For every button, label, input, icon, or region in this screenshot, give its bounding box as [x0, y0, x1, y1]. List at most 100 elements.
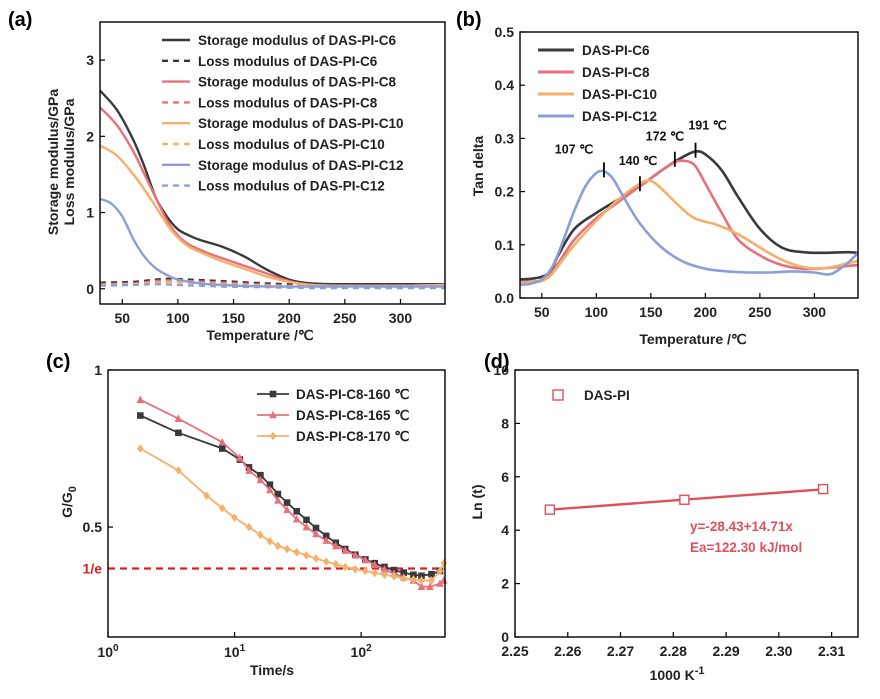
panel-c-label: (c) [46, 351, 70, 373]
data-point [175, 466, 182, 475]
data-point [361, 555, 370, 564]
data-point [266, 536, 274, 546]
x-tick-label: 150 [639, 304, 663, 320]
panel-c-ylabel: G/G0 [59, 486, 79, 518]
legend-label: DAS-PI-C8-165 ℃ [296, 408, 410, 423]
panel-a-ticks: 50 100 150 200 250 300 0 1 2 3 [86, 52, 412, 326]
y-tick-label: 6 [501, 469, 509, 485]
data-point [137, 444, 144, 453]
panel-b: (b) 50 100 150 200 250 3000.00.10.20.30.40.5 … [456, 9, 859, 347]
x-tick-label: 200 [694, 304, 718, 320]
data-point [274, 490, 282, 498]
panel-c-frame [107, 369, 446, 638]
panel-c-xlabel: Time/s [250, 662, 294, 678]
y-tick-label: 1 [94, 362, 102, 378]
data-point [410, 571, 417, 579]
y-tick-label: 0.2 [495, 184, 515, 200]
legend-label: DAS-PI-C8-170 ℃ [296, 429, 410, 444]
y-tick-label: 3 [86, 52, 94, 68]
data-point [312, 524, 320, 532]
legend-label: DAS-PI-C8 [582, 65, 650, 80]
legend-label: Storage modulus of DAS-PI-C8 [198, 75, 397, 90]
data-point [203, 491, 210, 500]
data-point [218, 437, 227, 446]
panel-d-plot [544, 483, 829, 515]
x-tick-label: 150 [222, 310, 246, 326]
panel-b-legend: DAS-PI-C6 DAS-PI-C8 DAS-PI-C10 DAS-PI-C12 [538, 43, 657, 124]
panel-a-frame [99, 21, 446, 305]
data-point [175, 429, 182, 437]
panel-a-ylabel-loss: Loss modulus/GPa [61, 98, 77, 225]
x-tick-label: 250 [748, 304, 772, 320]
data-point [417, 582, 426, 591]
y-tick-label: 4 [501, 522, 509, 538]
data-point [380, 565, 389, 573]
panel-b-plot [519, 150, 859, 286]
data-point [245, 466, 253, 474]
data-point [544, 504, 556, 515]
y-tick-label: 8 [501, 415, 509, 431]
data-point [418, 572, 425, 580]
data-point [351, 551, 360, 559]
y-tick-label: 10 [493, 362, 509, 378]
series-line-0 [99, 89, 445, 286]
y-tick-label: 0.0 [495, 290, 515, 306]
data-point [136, 395, 145, 404]
legend-label: DAS-PI-C6 [582, 43, 650, 58]
data-point [436, 579, 444, 587]
y-tick-label: 2 [86, 128, 94, 144]
legend-label: Storage modulus of DAS-PI-C10 [198, 116, 404, 131]
panel-d-legend: DAS-PI [552, 388, 630, 403]
x-tick-label: 100 [585, 304, 609, 320]
data-point [274, 496, 282, 504]
legend-label: DAS-PI-C12 [582, 109, 657, 124]
x-tick-label: 300 [803, 304, 827, 320]
data-point [266, 481, 274, 488]
data-point [362, 566, 369, 576]
data-point [817, 483, 829, 495]
panel-d-ticks: 2.25 2.26 2.27 2.28 2.29 2.30 2.31 0 2 4 6 8 10 [493, 362, 845, 659]
series-line-1 [139, 398, 445, 588]
panel-b-label: (b) [456, 9, 482, 31]
panel-c: (c) 100 101 102 0.5 1 Time/s G/G0 1/e DAS-PI… [46, 351, 448, 678]
peak-label: 107 ℃ [555, 142, 593, 156]
panel-d-fit-equation: y=-28.43+14.71x [690, 519, 793, 534]
legend-marker [269, 431, 277, 441]
data-point [352, 564, 359, 574]
data-point [342, 562, 349, 572]
data-point [312, 554, 320, 563]
series-line-2 [99, 106, 446, 287]
panel-a-label: (a) [8, 9, 32, 31]
data-point [322, 536, 331, 544]
legend-marker [269, 410, 277, 419]
data-point [381, 570, 388, 580]
panel-d-ylabel: Ln (t) [469, 485, 485, 520]
legend-label: Storage modulus of DAS-PI-C6 [198, 33, 397, 48]
data-point [257, 471, 264, 479]
data-point [410, 575, 417, 584]
y-tick-label: 1 [86, 205, 94, 221]
series-line-2 [519, 179, 859, 285]
legend-label: DAS-PI-C8-160 ℃ [296, 387, 410, 402]
data-point [283, 505, 291, 514]
data-point [257, 530, 264, 540]
series-line-7 [99, 282, 445, 290]
data-point [390, 572, 398, 581]
data-point [341, 546, 350, 554]
x-tick-label: 101 [224, 643, 246, 660]
y-tick-label: 0 [86, 281, 94, 297]
legend-label: Loss modulus of DAS-PI-C6 [198, 54, 378, 69]
legend-label: Loss modulus of DAS-PI-C10 [198, 137, 385, 152]
panel-b-xlabel: Temperature /℃ [639, 331, 747, 347]
data-point [322, 557, 330, 566]
x-tick-label: 300 [389, 310, 413, 326]
x-tick-label: 102 [351, 643, 373, 660]
data-point [439, 576, 448, 584]
legend-label: Loss modulus of DAS-PI-C12 [198, 179, 385, 194]
legend-label: Loss modulus of DAS-PI-C8 [198, 95, 378, 110]
x-tick-label: 100 [166, 310, 190, 326]
data-point [174, 414, 183, 422]
panel-b-ylabel: Tan delta [470, 136, 486, 197]
panel-d-frame [514, 369, 859, 638]
